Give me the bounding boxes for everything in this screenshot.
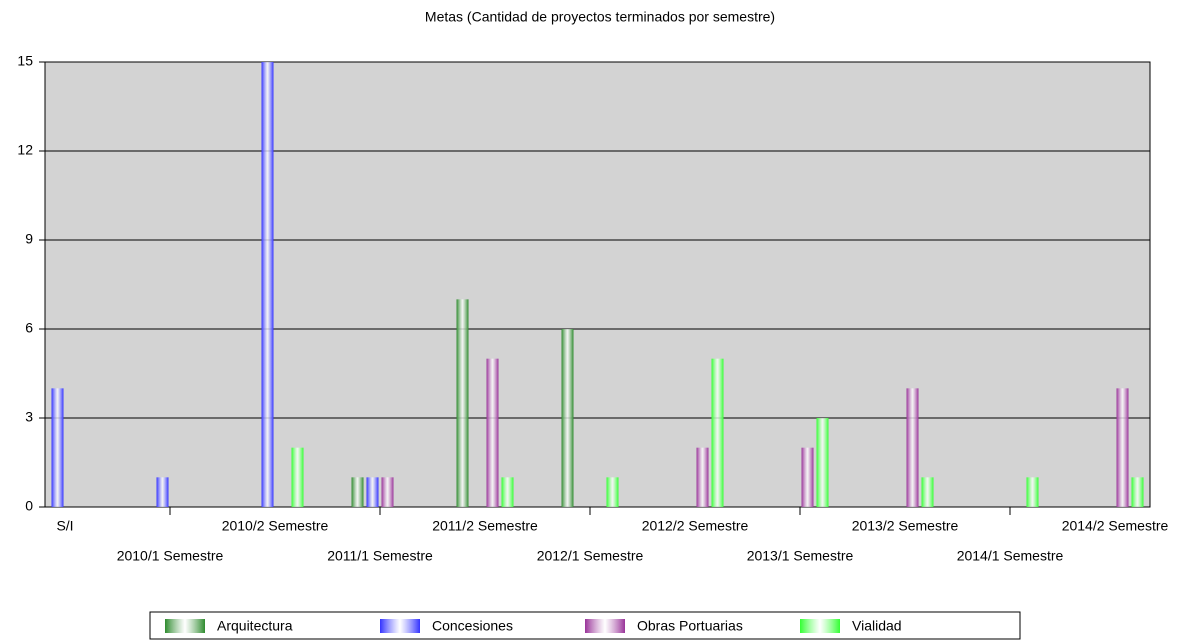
- legend-swatch: [165, 619, 205, 633]
- x-tick-label: 2013/1 Semestre: [747, 548, 854, 564]
- bar: [606, 477, 619, 507]
- bar: [51, 388, 64, 507]
- x-tick-label: 2010/1 Semestre: [117, 548, 224, 564]
- bar: [501, 477, 514, 507]
- y-tick-label: 0: [25, 498, 33, 514]
- bar: [486, 358, 499, 507]
- y-tick-label: 12: [17, 142, 33, 158]
- x-tick-label: 2011/2 Semestre: [432, 518, 538, 534]
- legend-label: Concesiones: [432, 618, 513, 634]
- bar: [816, 418, 829, 507]
- x-tick-label: 2014/2 Semestre: [1062, 518, 1169, 534]
- bar: [711, 358, 724, 507]
- x-tick-label: 2014/1 Semestre: [957, 548, 1064, 564]
- y-tick-label: 9: [25, 231, 33, 247]
- bar: [261, 62, 274, 507]
- chart-title: Metas (Cantidad de proyectos terminados …: [425, 9, 775, 25]
- bar: [801, 447, 814, 507]
- legend-label: Obras Portuarias: [637, 618, 743, 634]
- bar: [381, 477, 394, 507]
- y-tick-label: 6: [25, 320, 33, 336]
- bar: [291, 447, 304, 507]
- bar: [906, 388, 919, 507]
- y-tick-label: 3: [25, 409, 33, 425]
- legend-swatch: [585, 619, 625, 633]
- bar: [351, 477, 364, 507]
- bar: [1116, 388, 1129, 507]
- y-tick-label: 15: [17, 53, 33, 69]
- bar: [1026, 477, 1039, 507]
- x-tick-label: 2013/2 Semestre: [852, 518, 959, 534]
- legend-swatch: [380, 619, 420, 633]
- bar: [561, 329, 574, 507]
- bar: [921, 477, 934, 507]
- legend-swatch: [800, 619, 840, 633]
- bar: [456, 299, 469, 507]
- x-tick-label: S/I: [56, 518, 73, 534]
- x-tick-label: 2012/2 Semestre: [642, 518, 749, 534]
- legend-label: Arquitectura: [217, 618, 293, 634]
- plot-area: [44, 61, 1151, 508]
- x-tick-label: 2011/1 Semestre: [327, 548, 433, 564]
- bar: [366, 477, 379, 507]
- bar: [156, 477, 169, 507]
- bar: [1131, 477, 1144, 507]
- bar: [696, 447, 709, 507]
- x-tick-label: 2010/2 Semestre: [222, 518, 329, 534]
- x-tick-label: 2012/1 Semestre: [537, 548, 644, 564]
- legend-label: Vialidad: [852, 618, 902, 634]
